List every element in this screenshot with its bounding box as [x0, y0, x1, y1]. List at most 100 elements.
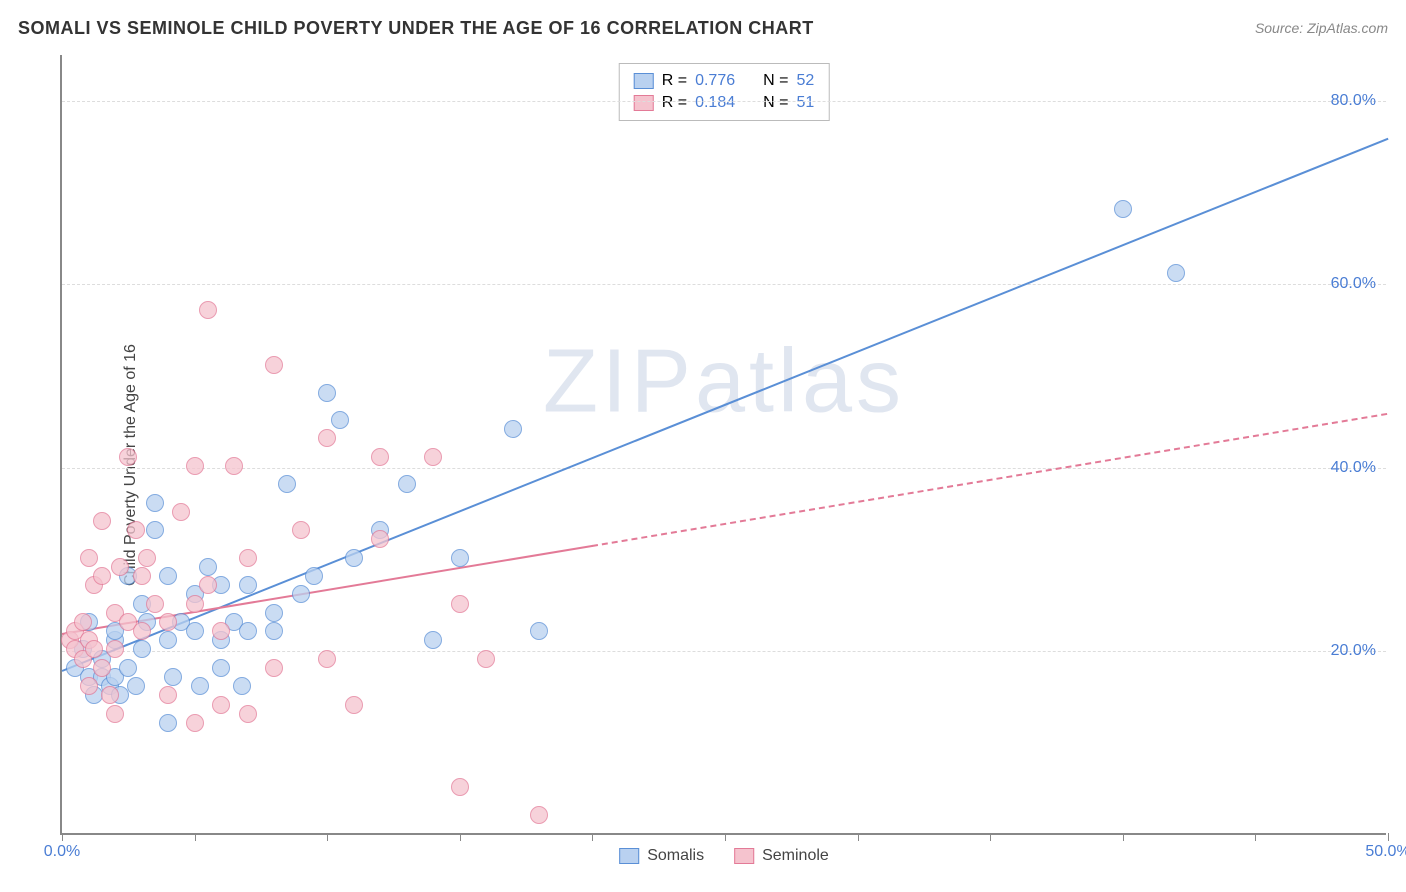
legend-swatch — [734, 848, 754, 864]
legend-swatch — [619, 848, 639, 864]
data-point — [159, 631, 177, 649]
data-point — [305, 567, 323, 585]
gridline — [62, 468, 1386, 469]
data-point — [93, 659, 111, 677]
data-point — [424, 631, 442, 649]
data-point — [85, 640, 103, 658]
gridline — [62, 101, 1386, 102]
legend-swatch — [634, 95, 654, 111]
data-point — [345, 549, 363, 567]
data-point — [398, 475, 416, 493]
data-point — [191, 677, 209, 695]
source-label: Source: ZipAtlas.com — [1255, 20, 1388, 36]
page-title: SOMALI VS SEMINOLE CHILD POVERTY UNDER T… — [18, 18, 814, 38]
data-point — [451, 549, 469, 567]
legend-item: Seminole — [734, 847, 829, 865]
data-point — [239, 622, 257, 640]
data-point — [93, 567, 111, 585]
data-point — [331, 411, 349, 429]
data-point — [146, 521, 164, 539]
data-point — [119, 659, 137, 677]
data-point — [159, 714, 177, 732]
data-point — [127, 521, 145, 539]
data-point — [451, 595, 469, 613]
data-point — [172, 503, 190, 521]
data-point — [265, 659, 283, 677]
data-point — [101, 686, 119, 704]
y-tick-label: 80.0% — [1331, 92, 1376, 110]
plot-area: ZIPatlas R =0.776N =52R =0.184N =51 Soma… — [60, 55, 1386, 835]
data-point — [371, 448, 389, 466]
data-point — [199, 576, 217, 594]
data-point — [133, 567, 151, 585]
x-tick — [1255, 833, 1256, 841]
series-legend: Somalis Seminole — [619, 847, 829, 865]
legend-item: Somalis — [619, 847, 704, 865]
r-value: 0.776 — [695, 72, 735, 90]
data-point — [318, 384, 336, 402]
chart-header: SOMALI VS SEMINOLE CHILD POVERTY UNDER T… — [18, 18, 1388, 48]
data-point — [159, 567, 177, 585]
data-point — [265, 622, 283, 640]
n-value: 51 — [796, 94, 814, 112]
stats-legend-row: R =0.776N =52 — [634, 70, 815, 92]
data-point — [146, 595, 164, 613]
data-point — [477, 650, 495, 668]
data-point — [186, 622, 204, 640]
data-point — [239, 705, 257, 723]
n-label: N = — [763, 72, 788, 90]
data-point — [318, 650, 336, 668]
data-point — [199, 301, 217, 319]
data-point — [530, 622, 548, 640]
x-tick-label: 50.0% — [1365, 843, 1406, 861]
n-label: N = — [763, 94, 788, 112]
data-point — [265, 604, 283, 622]
data-point — [93, 512, 111, 530]
data-point — [133, 622, 151, 640]
data-point — [345, 696, 363, 714]
data-point — [159, 613, 177, 631]
data-point — [186, 595, 204, 613]
data-point — [74, 613, 92, 631]
x-tick — [460, 833, 461, 841]
data-point — [111, 558, 129, 576]
data-point — [212, 696, 230, 714]
data-point — [212, 622, 230, 640]
watermark: ZIPatlas — [543, 330, 905, 433]
data-point — [451, 778, 469, 796]
data-point — [186, 457, 204, 475]
y-tick-label: 40.0% — [1331, 459, 1376, 477]
data-point — [1114, 200, 1132, 218]
data-point — [239, 576, 257, 594]
x-tick — [327, 833, 328, 841]
legend-label: Seminole — [762, 847, 829, 865]
data-point — [133, 640, 151, 658]
regression-line — [592, 413, 1388, 547]
n-value: 52 — [796, 72, 814, 90]
data-point — [127, 677, 145, 695]
r-label: R = — [662, 94, 687, 112]
x-tick — [990, 833, 991, 841]
data-point — [233, 677, 251, 695]
stats-legend-row: R =0.184N =51 — [634, 92, 815, 114]
data-point — [424, 448, 442, 466]
data-point — [80, 677, 98, 695]
data-point — [138, 549, 156, 567]
gridline — [62, 284, 1386, 285]
regression-line — [62, 138, 1389, 672]
data-point — [1167, 264, 1185, 282]
data-point — [199, 558, 217, 576]
data-point — [119, 448, 137, 466]
data-point — [106, 640, 124, 658]
data-point — [371, 530, 389, 548]
x-tick — [592, 833, 593, 841]
data-point — [225, 457, 243, 475]
x-tick — [195, 833, 196, 841]
y-tick-label: 60.0% — [1331, 275, 1376, 293]
x-tick — [725, 833, 726, 841]
data-point — [292, 521, 310, 539]
data-point — [292, 585, 310, 603]
data-point — [504, 420, 522, 438]
stats-legend: R =0.776N =52R =0.184N =51 — [619, 63, 830, 121]
legend-swatch — [634, 73, 654, 89]
